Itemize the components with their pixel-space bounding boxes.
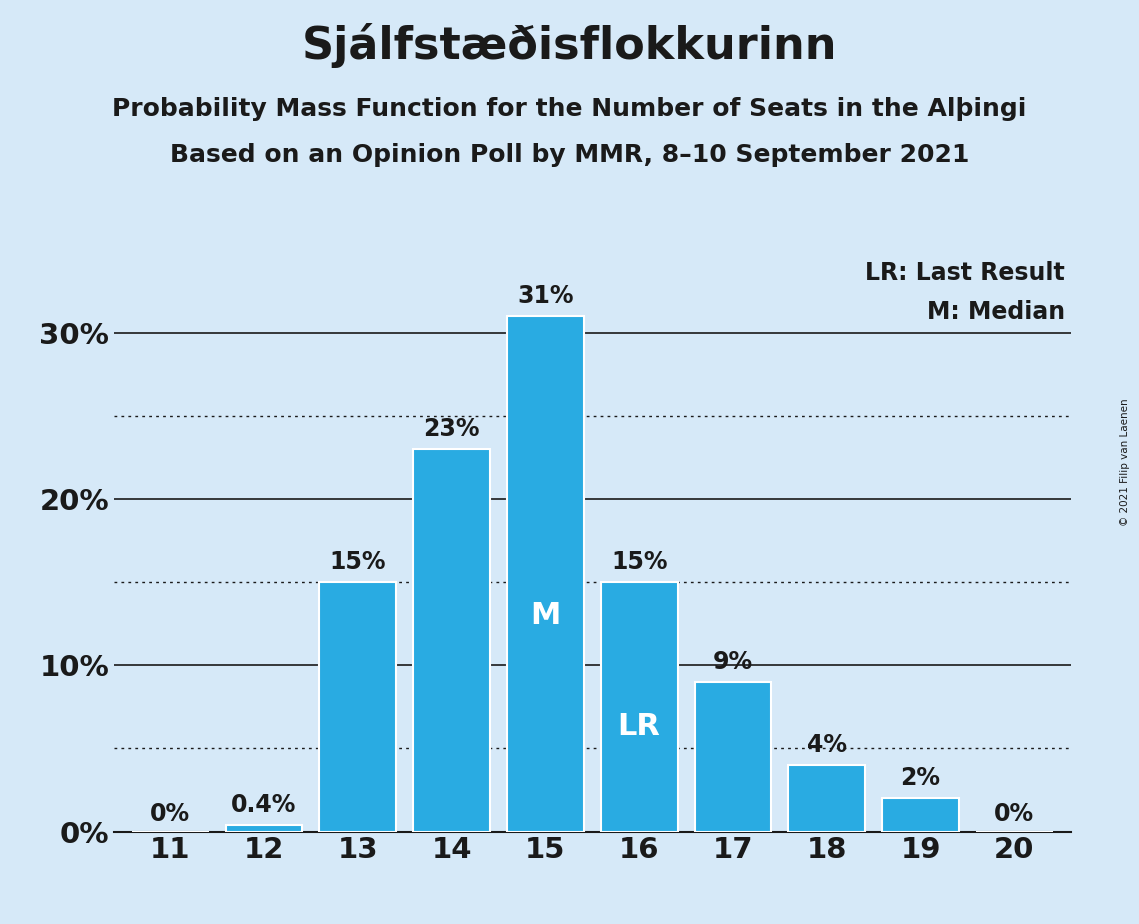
- Bar: [882, 798, 959, 832]
- Text: Sjálfstæðisflokkurinn: Sjálfstæðisflokkurinn: [302, 23, 837, 68]
- Text: Probability Mass Function for the Number of Seats in the Alþingi: Probability Mass Function for the Number…: [113, 97, 1026, 121]
- Text: Based on an Opinion Poll by MMR, 8–10 September 2021: Based on an Opinion Poll by MMR, 8–10 Se…: [170, 143, 969, 167]
- Bar: [507, 316, 584, 832]
- Text: 2%: 2%: [901, 766, 941, 790]
- Text: 31%: 31%: [517, 284, 574, 308]
- Text: LR: LR: [617, 712, 661, 741]
- Bar: [226, 825, 303, 832]
- Bar: [319, 582, 396, 832]
- Text: LR: Last Result: LR: Last Result: [866, 261, 1065, 285]
- Text: 23%: 23%: [424, 417, 480, 441]
- Text: 4%: 4%: [806, 733, 846, 757]
- Text: 15%: 15%: [329, 550, 386, 574]
- Text: 9%: 9%: [713, 650, 753, 674]
- Text: 0.4%: 0.4%: [231, 793, 296, 817]
- Text: 0%: 0%: [994, 802, 1034, 826]
- Text: © 2021 Filip van Laenen: © 2021 Filip van Laenen: [1120, 398, 1130, 526]
- Bar: [788, 765, 866, 832]
- Text: 15%: 15%: [611, 550, 667, 574]
- Text: M: Median: M: Median: [927, 300, 1065, 324]
- Bar: [695, 682, 771, 832]
- Bar: [600, 582, 678, 832]
- Text: 0%: 0%: [150, 802, 190, 826]
- Text: M: M: [530, 601, 560, 629]
- Bar: [413, 449, 490, 832]
